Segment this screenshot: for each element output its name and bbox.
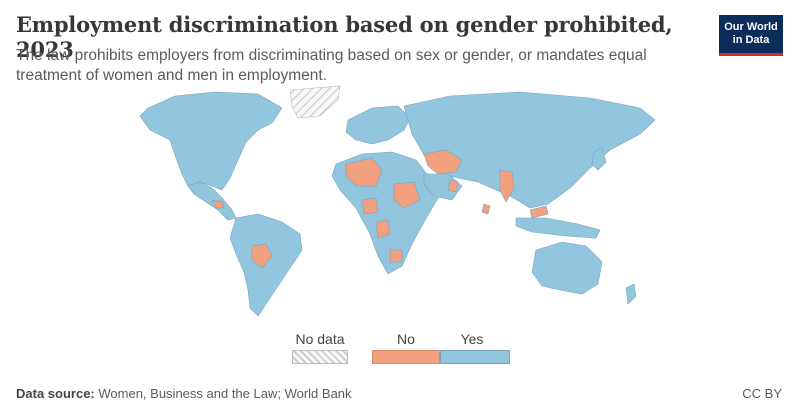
region-central-africa-no [375,219,391,239]
region-europe [345,105,411,145]
region-south-america [229,213,303,317]
owid-logo[interactable]: Our World in Data [719,15,783,56]
region-south-america-no [251,243,273,269]
region-australia [531,241,603,295]
logo-line-1: Our World [724,21,778,33]
license-link[interactable]: CC BY [742,386,782,401]
region-greenland [289,85,341,119]
region-southern-africa-no [389,249,403,263]
legend-swatch-no-data[interactable] [292,350,348,364]
region-west-africa-no [361,197,379,215]
region-southeast-asia-no [499,169,515,203]
logo-line-2: in Data [732,34,770,46]
legend-label-no-data: No data [295,331,345,347]
region-malaysia-no [529,205,549,219]
chart-title: Employment discrimination based on gende… [16,12,673,62]
region-srilanka-no [481,203,491,215]
region-central-america [187,181,237,221]
world-map[interactable] [0,78,800,318]
region-middle-east-no [423,149,463,175]
legend-swatch-no[interactable] [372,350,440,364]
region-new-zealand [625,283,637,305]
region-indonesia [515,217,601,239]
region-central-america-no [211,199,225,209]
chart-subtitle: The law prohibits employers from discrim… [16,47,647,84]
legend-label-no: No [397,331,415,347]
legend-swatch-yes[interactable] [440,350,510,364]
region-north-america [139,91,283,191]
legend-label-yes: Yes [460,331,484,347]
region-north-africa-no [345,157,383,187]
data-source-label: Data source: [16,386,95,401]
data-source: Data source: Women, Business and the Law… [16,386,352,401]
region-japan [591,147,607,171]
region-oman-no [447,179,459,193]
region-sudan-no [393,181,421,209]
data-source-text[interactable]: Women, Business and the Law; World Bank [98,386,352,401]
